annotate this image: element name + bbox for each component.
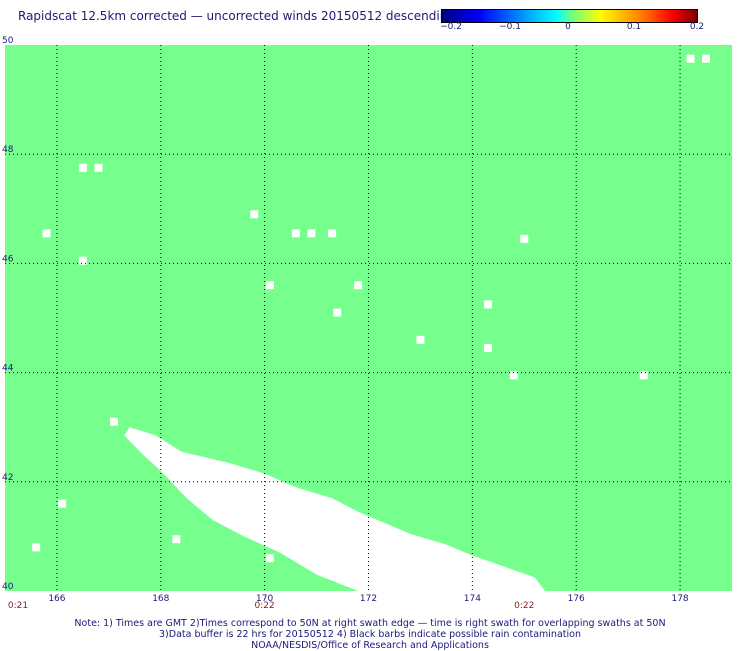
missing-data-cell: [265, 554, 274, 563]
missing-data-cell: [333, 308, 342, 317]
colorbar-label: 0.2: [689, 22, 705, 32]
swath-time-label: 0:22: [514, 601, 534, 611]
colorbar-label: −0.1: [499, 22, 521, 32]
missing-data-cell: [250, 210, 259, 219]
note-line-1: Note: 1) Times are GMT 2)Times correspon…: [74, 618, 666, 629]
colorbar-label: 0.1: [626, 22, 642, 32]
no-data-region-group: [124, 427, 546, 591]
missing-data-cell: [509, 371, 518, 380]
missing-data-cell: [78, 256, 87, 265]
latitude-label: 40: [2, 582, 14, 592]
missing-data-cell: [328, 229, 337, 238]
missing-data-cell: [686, 54, 695, 63]
colorbar-label: 0: [565, 22, 571, 32]
longitude-label: 166: [48, 594, 65, 604]
missing-data-cell: [110, 417, 119, 426]
missing-data-cell: [702, 54, 711, 63]
colorbar: [441, 9, 698, 23]
longitude-label: 178: [671, 594, 688, 604]
latitude-label: 42: [2, 473, 13, 483]
missing-data-cell: [265, 281, 274, 290]
no-data-swath-gap: [124, 427, 546, 591]
map-title: Rapidscat 12.5km corrected — uncorrected…: [18, 9, 455, 23]
longitude-label: 174: [464, 594, 481, 604]
missing-data-cell: [32, 543, 41, 552]
missing-data-cell: [354, 281, 363, 290]
missing-data-cell: [483, 300, 492, 309]
latitude-label: 48: [2, 145, 14, 155]
note-line-2: 3)Data buffer is 22 hrs for 20150512 4) …: [159, 629, 581, 640]
missing-cells-group: [32, 54, 711, 563]
grid-lines: [5, 45, 732, 591]
latitude-label: 50: [2, 36, 14, 46]
latitude-label: 44: [2, 364, 14, 374]
missing-data-cell: [520, 234, 529, 243]
missing-data-cell: [416, 335, 425, 344]
swath-time-label: 0:21: [8, 601, 28, 611]
longitude-label: 168: [152, 594, 169, 604]
note-line-3: NOAA/NESDIS/Office of Research and Appli…: [251, 640, 489, 651]
missing-data-cell: [639, 371, 648, 380]
longitude-label: 172: [360, 594, 377, 604]
axis-labels: 166 168 170 172 174 176 178 40 42 44 46 48 50 0:21 0:2…: [2, 36, 689, 611]
missing-data-cell: [307, 229, 316, 238]
longitude-label: 176: [568, 594, 585, 604]
missing-data-cell: [42, 229, 51, 238]
missing-data-cell: [58, 499, 67, 508]
swath-time-label: 0:22: [255, 601, 275, 611]
colorbar-label: −0.2: [440, 22, 462, 32]
missing-data-cell: [78, 163, 87, 172]
missing-data-cell: [483, 344, 492, 353]
missing-data-cell: [94, 163, 103, 172]
longitude-label: 170: [256, 594, 273, 604]
missing-data-cell: [172, 535, 181, 544]
latitude-label: 46: [2, 254, 14, 264]
missing-data-cell: [291, 229, 300, 238]
